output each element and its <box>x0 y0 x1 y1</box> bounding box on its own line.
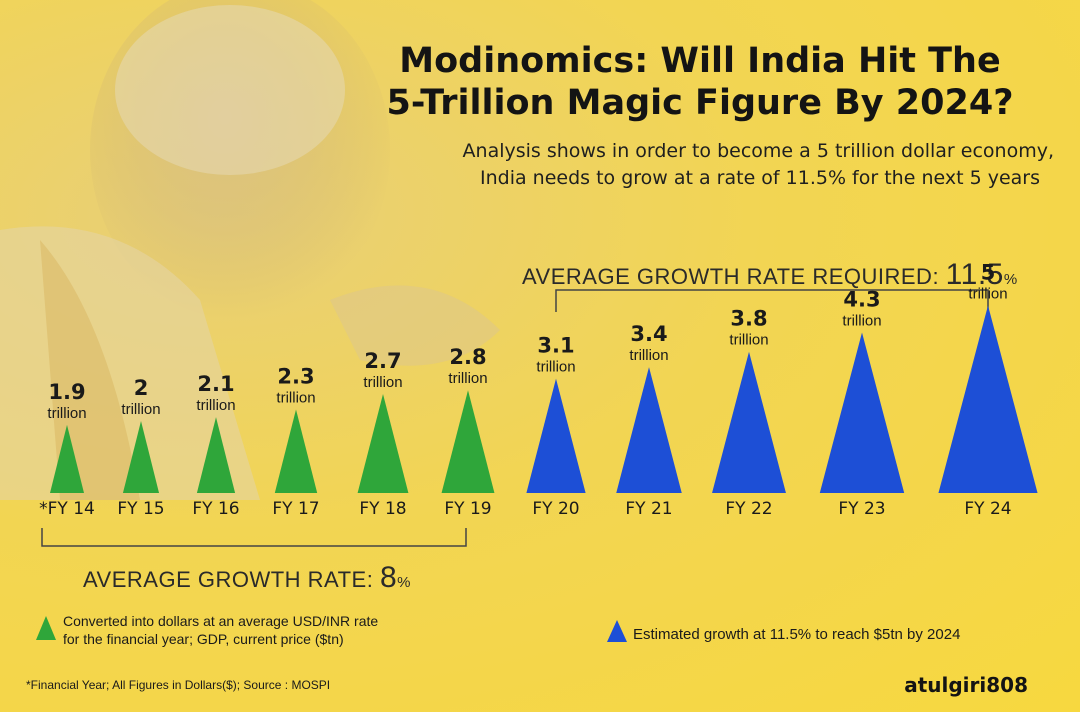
unit-label-4: trillion <box>276 389 315 406</box>
value-label-10: 4.3 <box>843 287 880 311</box>
legend-estimated-swatch <box>607 620 627 642</box>
required-growth-value: 11.5 <box>945 258 1004 291</box>
unit-label-1: trillion <box>47 405 86 422</box>
category-label-1: *FY 14 <box>39 499 95 519</box>
category-label-9: FY 22 <box>725 499 772 519</box>
required-growth-bracket <box>555 289 989 312</box>
subtitle-line-2: India needs to grow at a rate of 11.5% f… <box>480 167 1040 189</box>
value-label-6: 2.8 <box>449 345 486 369</box>
value-label-9: 3.8 <box>730 307 767 331</box>
unit-label-3: trillion <box>196 397 235 414</box>
category-label-4: FY 17 <box>272 499 319 519</box>
unit-label-7: trillion <box>536 359 575 376</box>
triangle-mark-5 <box>357 394 409 493</box>
triangle-mark-1 <box>50 424 84 493</box>
page-title: Modinomics: Will India Hit The 5-Trillio… <box>330 40 1070 124</box>
subtitle-line-1: Analysis shows in order to become a 5 tr… <box>462 140 1054 162</box>
category-label-8: FY 21 <box>625 499 672 519</box>
category-label-3: FY 16 <box>192 499 239 519</box>
unit-label-6: trillion <box>448 370 487 387</box>
triangle-mark-2 <box>122 421 160 493</box>
unit-label-8: trillion <box>629 347 668 364</box>
required-growth-annotation: AVERAGE GROWTH RATE REQUIRED: 11.5% <box>522 258 1018 292</box>
value-label-4: 2.3 <box>277 364 314 388</box>
value-label-11: 5 <box>981 261 996 285</box>
required-growth-pct: % <box>1003 271 1018 288</box>
triangle-mark-4 <box>274 409 318 493</box>
legend-estimated-text: Estimated growth at 11.5% to reach $5tn … <box>633 626 961 643</box>
unit-label-9: trillion <box>729 332 768 349</box>
triangle-mark-8 <box>616 367 682 493</box>
unit-label-10: trillion <box>842 312 881 329</box>
triangle-mark-10 <box>819 332 905 493</box>
title-line-1: Modinomics: Will India Hit The <box>399 41 1001 81</box>
category-label-11: FY 24 <box>964 499 1011 519</box>
category-label-5: FY 18 <box>359 499 406 519</box>
category-label-6: FY 19 <box>444 499 491 519</box>
average-growth-annotation: AVERAGE GROWTH RATE: 8% <box>83 561 411 595</box>
triangle-mark-11 <box>938 305 1038 493</box>
triangle-mark-7 <box>526 378 586 493</box>
watermark: atulgiri808 <box>904 673 1028 697</box>
triangle-mark-3 <box>196 417 236 493</box>
unit-label-5: trillion <box>363 374 402 391</box>
unit-label-2: trillion <box>121 401 160 418</box>
average-growth-label: AVERAGE GROWTH RATE: <box>83 567 380 592</box>
value-label-3: 2.1 <box>197 372 234 396</box>
triangle-mark-6 <box>441 390 495 493</box>
title-line-2: 5-Trillion Magic Figure By 2024? <box>386 83 1014 123</box>
required-growth-label: AVERAGE GROWTH RATE REQUIRED: <box>522 264 946 289</box>
value-label-1: 1.9 <box>48 380 85 404</box>
category-label-7: FY 20 <box>532 499 579 519</box>
value-label-2: 2 <box>134 376 149 400</box>
legend-actual-line-2: for the financial year; GDP, current pri… <box>63 631 344 647</box>
legend-actual-text: Converted into dollars at an average USD… <box>63 612 463 648</box>
average-growth-pct: % <box>397 574 411 591</box>
footnote: *Financial Year; All Figures in Dollars(… <box>26 678 331 692</box>
average-growth-bracket <box>41 528 467 547</box>
category-label-10: FY 23 <box>838 499 885 519</box>
triangle-mark-9 <box>712 351 786 493</box>
category-label-2: FY 15 <box>117 499 164 519</box>
unit-label-11: trillion <box>968 286 1007 303</box>
portrait-image <box>0 0 500 500</box>
value-label-8: 3.4 <box>630 322 667 346</box>
legend-actual-swatch <box>36 616 56 640</box>
value-label-7: 3.1 <box>537 334 574 358</box>
average-growth-value: 8 <box>379 561 398 594</box>
legend-actual-line-1: Converted into dollars at an average USD… <box>63 613 379 629</box>
value-label-5: 2.7 <box>364 349 401 373</box>
